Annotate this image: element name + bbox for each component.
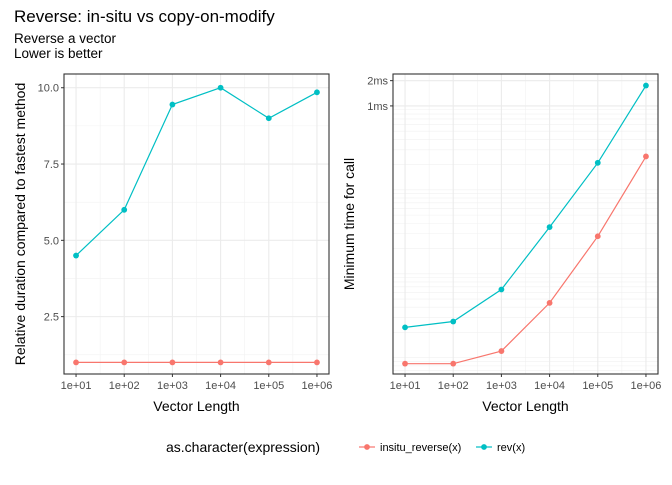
x-tick-label: 1e+01 bbox=[390, 380, 421, 392]
x-tick-label: 1e+02 bbox=[109, 380, 140, 392]
legend-key-point-insitu-reverse-x bbox=[364, 444, 370, 450]
data-point-insitu-reverse-x bbox=[594, 233, 601, 240]
x-tick-label: 1e+03 bbox=[486, 380, 517, 392]
data-point-insitu-reverse-x bbox=[402, 360, 408, 367]
x-tick-label: 1e+05 bbox=[253, 380, 284, 392]
data-point-rev-x bbox=[594, 159, 601, 166]
data-point-rev-x bbox=[169, 101, 176, 108]
data-point-rev-x bbox=[498, 286, 505, 293]
x-tick-label: 1e+03 bbox=[157, 380, 188, 392]
data-point-rev-x bbox=[450, 318, 457, 325]
panel-minimum-time: 1e+01 1e+02 1e+03 1e+04 1e+05 1e+06 1ms 2ms Vect… bbox=[341, 73, 662, 414]
y-tick-label: 1ms bbox=[367, 101, 388, 113]
x-tick-label: 1e+04 bbox=[534, 380, 565, 392]
legend-title: as.character(expression) bbox=[166, 439, 320, 455]
x-axis-title: Vector Length bbox=[482, 398, 568, 414]
chart-subtitle-line-1: Reverse a vector bbox=[14, 31, 117, 46]
y-tick-label: 5.0 bbox=[44, 235, 59, 247]
series-line-rev-x bbox=[404, 85, 647, 328]
data-point-insitu-reverse-x bbox=[169, 359, 176, 366]
y-tick-label: 2ms bbox=[367, 76, 388, 88]
legend-label-rev-x: rev(x) bbox=[497, 442, 525, 454]
data-point-rev-x bbox=[121, 206, 128, 213]
data-point-rev-x bbox=[73, 252, 79, 259]
x-axis-title: Vector Length bbox=[153, 398, 239, 414]
x-tick-label: 1e+06 bbox=[302, 380, 333, 392]
data-point-insitu-reverse-x bbox=[546, 300, 553, 306]
data-point-rev-x bbox=[217, 84, 224, 91]
legend-key-point-rev-x bbox=[481, 444, 487, 450]
x-tick-label: 1e+04 bbox=[205, 380, 236, 392]
x-tick-label: 1e+02 bbox=[438, 380, 469, 392]
panel-relative-duration: 1e+01 1e+02 1e+03 1e+04 1e+05 1e+06 2.5 5.0 7.5 1… bbox=[12, 73, 333, 414]
data-point-insitu-reverse-x bbox=[314, 359, 320, 366]
data-point-insitu-reverse-x bbox=[217, 359, 224, 366]
data-point-insitu-reverse-x bbox=[643, 153, 649, 160]
legend: as.character(expression) insitu_reverse(… bbox=[166, 439, 525, 455]
y-tick-label: 2.5 bbox=[44, 312, 59, 324]
data-point-rev-x bbox=[265, 115, 272, 122]
data-point-insitu-reverse-x bbox=[121, 359, 128, 366]
data-point-insitu-reverse-x bbox=[450, 360, 457, 367]
y-axis-title: Relative duration compared to fastest me… bbox=[12, 83, 28, 366]
data-point-rev-x bbox=[314, 89, 320, 96]
chart-title: Reverse: in-situ vs copy-on-modify bbox=[14, 7, 275, 26]
y-axis-title: Minimum time for call bbox=[341, 158, 357, 290]
series-line-rev-x bbox=[75, 87, 318, 257]
data-point-rev-x bbox=[546, 224, 553, 230]
data-point-insitu-reverse-x bbox=[73, 359, 79, 366]
x-tick-label: 1e+01 bbox=[61, 380, 92, 392]
series-line-insitu-reverse-x bbox=[405, 156, 647, 365]
panel-border bbox=[63, 73, 330, 375]
data-point-rev-x bbox=[402, 324, 408, 331]
data-point-rev-x bbox=[643, 82, 649, 89]
y-tick-label: 10.0 bbox=[38, 83, 59, 95]
chart-subtitle-line-2: Lower is better bbox=[14, 46, 103, 61]
x-tick-label: 1e+06 bbox=[631, 380, 662, 392]
x-tick-label: 1e+05 bbox=[582, 380, 613, 392]
data-point-insitu-reverse-x bbox=[265, 359, 272, 366]
data-point-insitu-reverse-x bbox=[498, 348, 505, 354]
panel-border bbox=[392, 73, 659, 375]
y-tick-label: 7.5 bbox=[44, 159, 59, 171]
legend-label-insitu-reverse-x: insitu_reverse(x) bbox=[380, 442, 461, 454]
